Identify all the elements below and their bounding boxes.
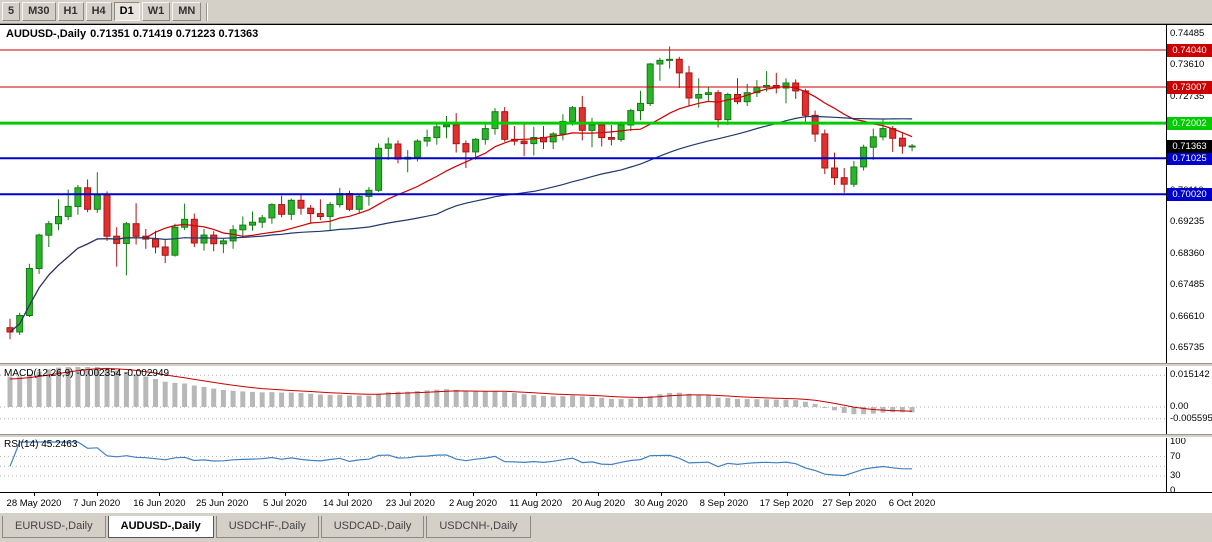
macd-indicator-pane[interactable] <box>0 367 1166 434</box>
timeframe-button-w1[interactable]: W1 <box>141 2 171 21</box>
price-axis-label: 0.65735 <box>1170 342 1205 353</box>
time-axis-tick <box>849 493 851 496</box>
chart-tabs-bar: EURUSD-,Daily AUDUSD-,Daily USDCHF-,Daily U… <box>0 512 1212 542</box>
price-line-badge: 0.71025 <box>1167 151 1212 165</box>
chart-tab-usdchf[interactable]: USDCHF-,Daily <box>215 516 319 538</box>
timeframe-button-5[interactable]: 5 <box>2 2 21 21</box>
rsi-axis-label: 100 <box>1170 436 1186 447</box>
time-axis-tick <box>535 493 537 496</box>
timeframe-button-h4[interactable]: H4 <box>85 2 112 21</box>
toolbar-separator <box>206 2 209 21</box>
chart-tab-eurusd[interactable]: EURUSD-,Daily <box>2 516 106 538</box>
time-axis-label: 17 Sep 2020 <box>759 498 814 509</box>
time-axis-tick <box>661 493 663 496</box>
time-axis-label: 23 Jul 2020 <box>385 498 435 509</box>
time-axis-label: 27 Sep 2020 <box>822 498 877 509</box>
time-axis-tick <box>786 493 788 496</box>
time-axis-tick <box>96 493 98 496</box>
time-axis-tick <box>723 493 725 496</box>
price-axis-label: 0.69235 <box>1170 216 1205 228</box>
chart-tab-audusd[interactable]: AUDUSD-,Daily <box>107 516 214 538</box>
chart-symbol-label: AUDUSD-,Daily <box>6 28 87 40</box>
time-axis-label: 6 Oct 2020 <box>888 498 936 509</box>
time-axis-label: 8 Sep 2020 <box>699 498 749 509</box>
rsi-name: RSI(14) <box>4 439 39 450</box>
price-axis-label: 0.72735 <box>1170 90 1205 102</box>
macd-values: -0.002354 -0.002949 <box>76 368 170 379</box>
time-axis-label: 5 Jul 2020 <box>262 498 307 509</box>
rsi-value: 45.2463 <box>41 439 78 450</box>
chart-tab-usdcnh[interactable]: USDCNH-,Daily <box>426 516 531 538</box>
time-axis-label: 2 Aug 2020 <box>448 498 498 509</box>
pane-divider[interactable] <box>0 363 1212 367</box>
macd-axis-label: 0.015142 <box>1170 369 1210 381</box>
timeframe-button-d1[interactable]: D1 <box>113 2 140 21</box>
time-axis-tick <box>284 493 286 496</box>
chart-window: AUDUSD-,Daily 0.71351 0.71419 0.71223 0.7… <box>0 24 1212 513</box>
price-line-badge: 0.73007 <box>1167 80 1212 94</box>
price-line-badge: 0.74040 <box>1167 43 1212 57</box>
macd-label: MACD(12,26,9) -0.002354 -0.002949 <box>4 368 169 379</box>
rsi-axis-label: 0 <box>1170 484 1176 496</box>
price-line-badge: 0.72002 <box>1167 116 1212 130</box>
time-axis-label: 16 Jun 2020 <box>133 498 186 509</box>
rsi-axis-label: 70 <box>1170 450 1181 462</box>
macd-axis-label: -0.005595 <box>1170 412 1212 424</box>
pane-divider[interactable] <box>0 434 1212 438</box>
time-axis-label: 7 Jun 2020 <box>73 498 121 509</box>
price-axis-label: 0.74485 <box>1170 28 1205 39</box>
price-axis-label: 0.68360 <box>1170 247 1205 259</box>
time-axis-tick <box>473 493 474 496</box>
time-axis-tick <box>912 493 913 496</box>
time-axis-label: 20 Aug 2020 <box>571 498 626 509</box>
price-line-badge: 0.70020 <box>1167 187 1212 201</box>
time-axis-tick <box>34 493 35 496</box>
time-axis-label: 14 Jul 2020 <box>323 498 373 509</box>
current-price-badge: 0.71363 <box>1167 139 1212 153</box>
rsi-label: RSI(14) 45.2463 <box>4 439 77 450</box>
chart-ohlc-readout: 0.71351 0.71419 0.71223 0.71363 <box>90 28 259 40</box>
time-axis-label: 28 May 2020 <box>6 498 62 509</box>
time-axis-label: 11 Aug 2020 <box>509 498 563 509</box>
price-axis-label: 0.66610 <box>1170 310 1205 322</box>
time-axis-label: 25 Jun 2020 <box>195 498 249 509</box>
rsi-indicator-pane[interactable] <box>0 438 1166 492</box>
price-axis-label: 0.67485 <box>1170 279 1205 291</box>
chart-title: AUDUSD-,Daily 0.71351 0.71419 0.71223 0.7… <box>6 28 262 40</box>
time-axis-tick <box>598 493 600 496</box>
macd-axis-label: 0.00 <box>1170 401 1189 412</box>
chart-tab-usdcad[interactable]: USDCAD-,Daily <box>320 516 425 538</box>
time-axis-tick <box>347 493 349 496</box>
macd-name: MACD(12,26,9) <box>4 368 74 379</box>
time-axis-tick <box>222 493 224 496</box>
timeframe-button-m30[interactable]: M30 <box>22 2 56 21</box>
price-axis-label: 0.73610 <box>1170 59 1205 71</box>
price-axis[interactable]: 0.744850.736100.727350.718600.709850.701… <box>1166 25 1212 495</box>
time-axis-label: 30 Aug 2020 <box>634 498 688 509</box>
rsi-axis-label: 30 <box>1170 469 1181 481</box>
time-axis[interactable]: 28 May 2020 7 Jun 2020 16 Jun 2020 25 Jun 2… <box>0 492 1212 513</box>
timeframe-toolbar: 5 M30 H1 H4 D1 W1 MN <box>0 0 1212 24</box>
time-axis-tick <box>159 493 161 496</box>
candlestick-chart[interactable] <box>0 25 1166 363</box>
time-axis-tick <box>410 493 412 496</box>
timeframe-button-h1[interactable]: H1 <box>57 2 84 21</box>
timeframe-button-mn[interactable]: MN <box>172 2 202 21</box>
